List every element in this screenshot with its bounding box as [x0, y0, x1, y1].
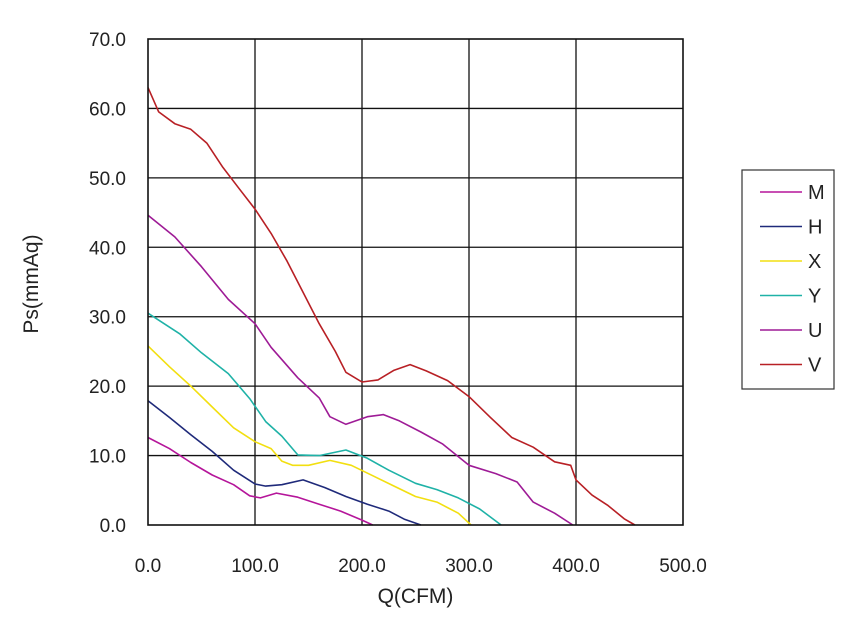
- grid: [148, 39, 683, 525]
- series-line-X: [147, 345, 472, 526]
- y-tick-label: 20.0: [89, 377, 126, 398]
- y-tick-label: 40.0: [89, 238, 126, 259]
- y-tick-label: 60.0: [89, 99, 126, 120]
- legend-label-U: U: [808, 320, 822, 342]
- x-tick-label: 400.0: [552, 556, 600, 577]
- legend-label-Y: Y: [808, 286, 821, 308]
- plot-frame: [147, 38, 684, 526]
- x-tick-label: 0.0: [135, 556, 161, 577]
- x-tick-label: 500.0: [659, 556, 707, 577]
- y-tick-label: 0.0: [100, 516, 126, 537]
- x-tick-label: 200.0: [338, 556, 386, 577]
- y-tick-labels: 0.0 10.0 20.0 30.0 40.0 50.0 60.0 70.0: [89, 30, 126, 537]
- series-line-M: [147, 436, 374, 526]
- y-axis-label: Ps(mmAq): [20, 234, 43, 333]
- legend-label-V: V: [808, 355, 822, 377]
- legend-box: [741, 169, 835, 390]
- series-line-Y: [147, 312, 502, 526]
- series-line-U: [147, 214, 574, 526]
- y-tick-label: 50.0: [89, 169, 126, 190]
- y-tick-label: 10.0: [89, 447, 126, 468]
- y-tick-label: 30.0: [89, 308, 126, 329]
- x-axis-label: Q(CFM): [378, 585, 454, 608]
- legend-label-H: H: [808, 217, 822, 239]
- series-line-V: [147, 87, 636, 526]
- series-line-H: [147, 400, 422, 526]
- x-tick-label: 100.0: [231, 556, 279, 577]
- x-tick-labels: 0.0 100.0 200.0 300.0 400.0 500.0: [135, 556, 707, 577]
- legend-label-X: X: [808, 251, 821, 273]
- x-tick-label: 300.0: [445, 556, 493, 577]
- y-tick-label: 70.0: [89, 30, 126, 51]
- legend-label-M: M: [808, 182, 825, 204]
- series-layer: [147, 87, 636, 526]
